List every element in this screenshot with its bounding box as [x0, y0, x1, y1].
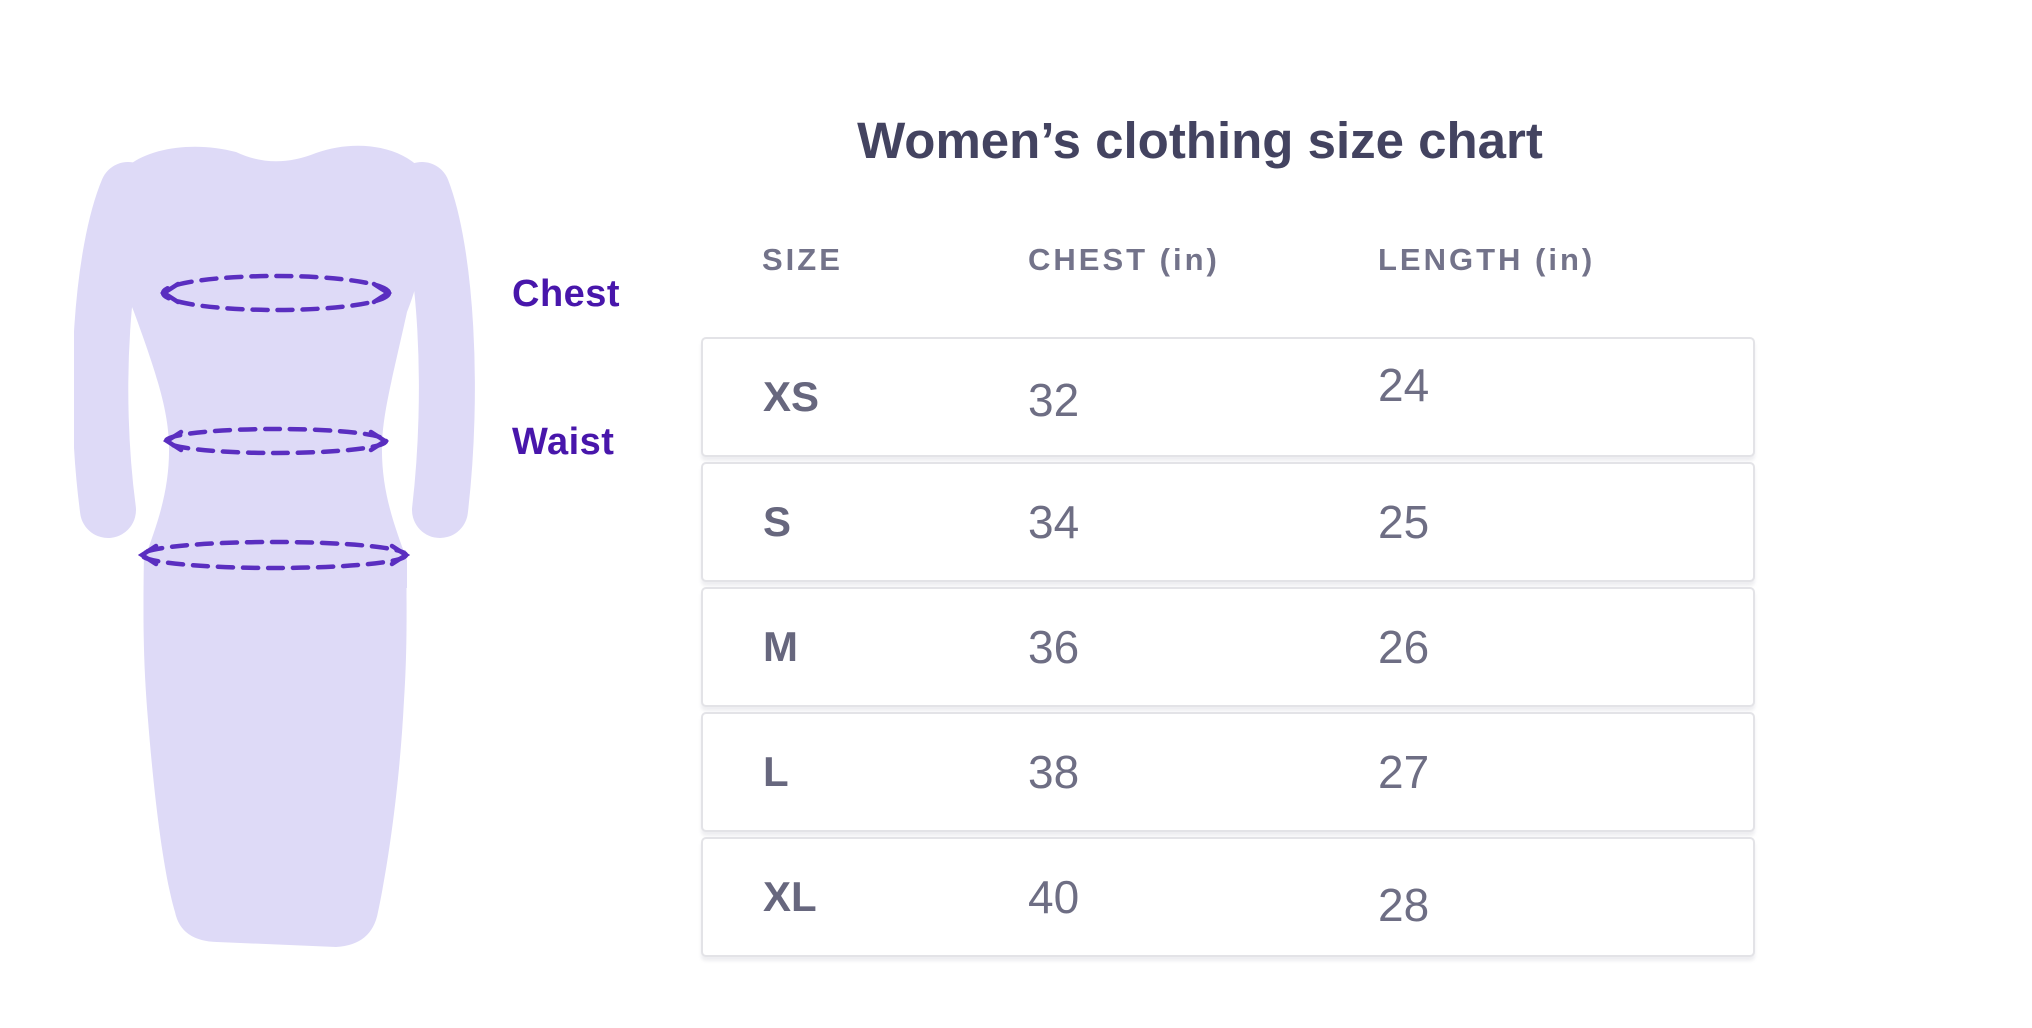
- length-cell: 25: [1378, 496, 1430, 548]
- dress-silhouette: [74, 145, 475, 947]
- chest-cell: 32: [1028, 374, 1080, 426]
- chest-cell: 36: [1028, 621, 1080, 673]
- dress-illustration: [74, 145, 475, 947]
- length-cell: 28: [1378, 879, 1430, 931]
- chest-measure-line: [159, 273, 393, 313]
- chest-cell: 34: [1028, 496, 1080, 548]
- length-cell: 26: [1378, 621, 1430, 673]
- measure-arrow-right-icon: [371, 281, 393, 305]
- right-sleeve-shape: [394, 162, 475, 538]
- measure-arrow-right-icon: [389, 543, 411, 567]
- table-row: L 38 27: [701, 712, 1755, 832]
- length-cell: 27: [1378, 746, 1430, 798]
- measure-arrow-left-icon: [137, 543, 159, 567]
- measure-arrow-left-icon: [162, 429, 184, 453]
- hip-measure-line: [137, 539, 411, 571]
- column-header-size: SIZE: [762, 242, 843, 277]
- size-cell: M: [763, 623, 798, 670]
- size-cell: S: [763, 498, 792, 545]
- table-row: S 34 25: [701, 462, 1755, 582]
- table-header-row: SIZE CHEST (in) LENGTH (in): [701, 242, 1755, 278]
- size-cell: XL: [763, 873, 817, 920]
- measure-arrow-right-icon: [368, 429, 390, 453]
- table-row: XS 32 24: [701, 337, 1755, 457]
- size-cell: XS: [763, 373, 820, 420]
- waist-measure-line: [162, 426, 390, 456]
- skirt-shape: [143, 550, 407, 947]
- chest-label: Chest: [512, 273, 621, 315]
- bodice-shape: [115, 145, 428, 588]
- chest-cell: 38: [1028, 746, 1080, 798]
- size-cell: L: [763, 748, 789, 795]
- table-row: M 36 26: [701, 587, 1755, 707]
- waist-label: Waist: [512, 421, 615, 463]
- column-header-length: LENGTH (in): [1378, 242, 1596, 277]
- chest-cell: 40: [1028, 871, 1080, 923]
- length-cell: 24: [1378, 359, 1430, 411]
- size-table: SIZE CHEST (in) LENGTH (in) XS 32 24 S 3…: [701, 242, 1755, 962]
- measure-arrow-left-icon: [159, 281, 181, 305]
- page-title: Women’s clothing size chart: [857, 112, 1543, 169]
- column-header-chest: CHEST (in): [1028, 242, 1220, 277]
- table-row: XL 40 28: [701, 837, 1755, 957]
